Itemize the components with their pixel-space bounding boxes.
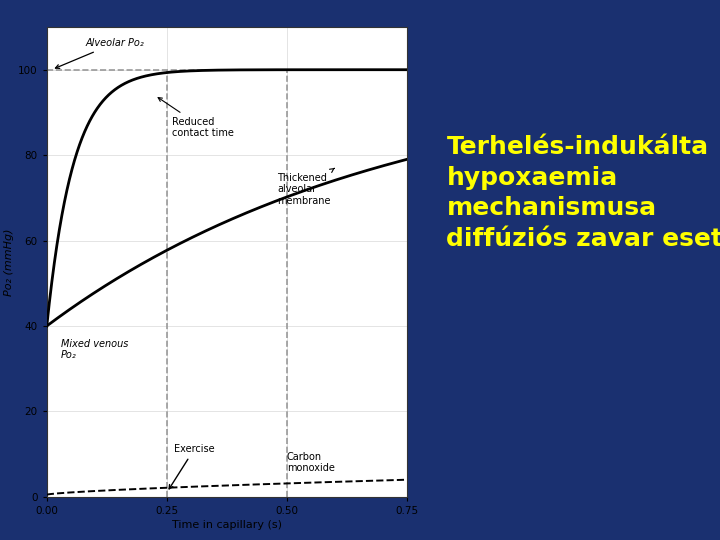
- Text: Terhelés-indukálta
hypoxaemia
mechanismusa
diffúziós zavar esetén: Terhelés-indukálta hypoxaemia mechanismu…: [446, 135, 720, 251]
- Text: Exercise: Exercise: [169, 444, 215, 489]
- Y-axis label: Po₂ (mmHg): Po₂ (mmHg): [4, 228, 14, 295]
- Text: Carbon
monoxide: Carbon monoxide: [287, 452, 335, 474]
- Text: Reduced
contact time: Reduced contact time: [158, 98, 233, 138]
- Text: Mixed venous
Po₂: Mixed venous Po₂: [61, 339, 129, 360]
- Text: Thickened
alveolar
membrane: Thickened alveolar membrane: [277, 168, 334, 206]
- X-axis label: Time in capillary (s): Time in capillary (s): [172, 520, 282, 530]
- Text: Alveolar Po₂: Alveolar Po₂: [55, 38, 144, 69]
